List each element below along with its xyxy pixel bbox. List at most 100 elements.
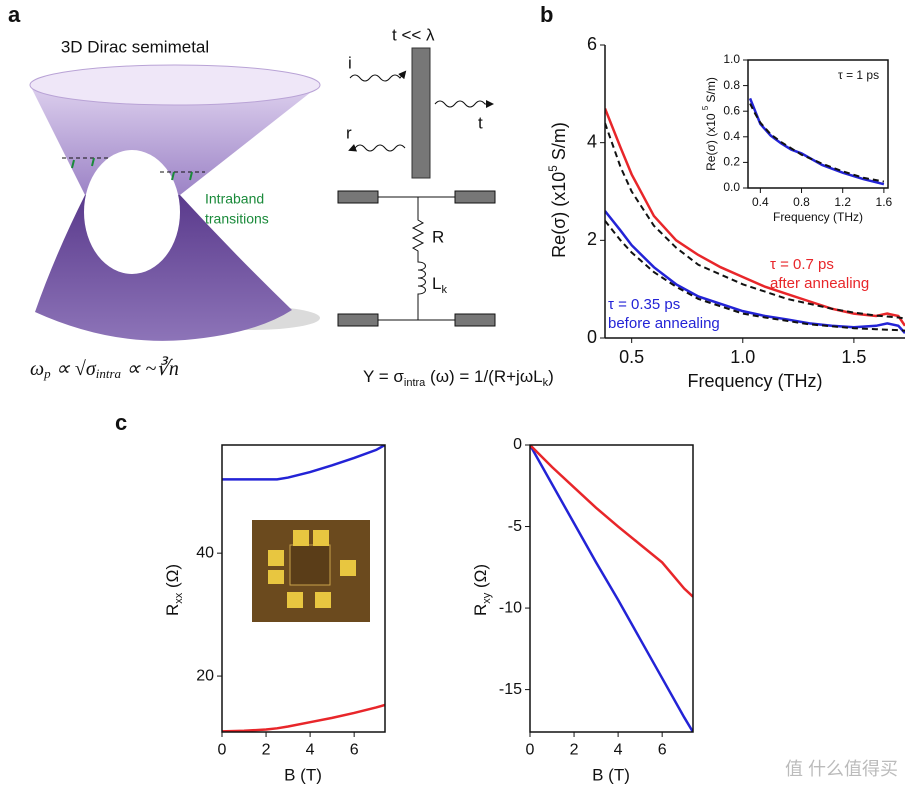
y-tick-label: 0 bbox=[513, 436, 522, 453]
y-tick-label: 0.4 bbox=[723, 129, 740, 143]
annotation: τ = 0.7 ps bbox=[770, 256, 834, 273]
x-tick-label: 0.8 bbox=[793, 195, 810, 209]
circuit-part: L bbox=[432, 274, 441, 293]
y-axis-label: Re(σ) (x105 S/m) bbox=[547, 122, 569, 258]
y-tick-label: 0.8 bbox=[723, 78, 740, 92]
x-tick-label: 1.0 bbox=[730, 347, 755, 367]
y-tick-label: 40 bbox=[196, 544, 214, 561]
x-tick-label: 1.2 bbox=[834, 195, 851, 209]
formula-sub: p bbox=[43, 366, 51, 381]
y-axis-label-part: Re(σ) (x10 bbox=[704, 110, 718, 171]
x-axis-label: B (T) bbox=[284, 765, 322, 784]
equation-part: ) bbox=[548, 367, 554, 386]
x-tick-label: 1.5 bbox=[841, 347, 866, 367]
annotation: τ = 1 ps bbox=[838, 68, 879, 82]
y-tick-label: 20 bbox=[196, 667, 214, 684]
formula-part: ∝ ~∛n bbox=[121, 356, 179, 380]
circuit-sub: k bbox=[441, 284, 447, 296]
y-tick-label: 6 bbox=[587, 34, 597, 54]
y-tick-label: -5 bbox=[508, 518, 522, 535]
y-axis-label: Re(σ) (x10 5 S/m) bbox=[701, 77, 718, 171]
data-line bbox=[748, 97, 885, 186]
x-tick-label: 2 bbox=[570, 742, 579, 759]
x-tick-label: 4 bbox=[614, 742, 623, 759]
axes-frame bbox=[529, 444, 694, 733]
formula-sub: intra bbox=[96, 366, 122, 381]
y-axis-label-part: R bbox=[163, 604, 182, 616]
data-line bbox=[530, 445, 693, 598]
y-tick-label: 0.6 bbox=[723, 103, 740, 117]
inset-background bbox=[700, 52, 900, 232]
y-axis-label-part: 5 bbox=[701, 105, 710, 110]
data-line bbox=[222, 703, 385, 732]
data-line bbox=[749, 103, 885, 183]
y-axis-label-part: (Ω) bbox=[471, 564, 490, 593]
y-axis-label-part: R bbox=[471, 604, 490, 616]
y-axis-label-part: xx bbox=[173, 592, 185, 604]
circuit-label: i bbox=[348, 53, 352, 72]
data-line bbox=[530, 445, 693, 732]
dirac-cone bbox=[29, 64, 321, 341]
equation-sub: intra bbox=[404, 377, 426, 389]
y-tick-label: -10 bbox=[499, 599, 522, 616]
y-axis-label-part: S/m) bbox=[704, 77, 718, 106]
formula-part: ω bbox=[30, 358, 44, 380]
y-tick-label: 0.0 bbox=[723, 180, 740, 194]
circuit-label: t bbox=[478, 113, 483, 132]
y-tick-label: 2 bbox=[587, 229, 597, 249]
circuit-label: R bbox=[432, 227, 444, 246]
y-tick-label: 0.2 bbox=[723, 155, 740, 169]
y-axis-label-part: S/m) bbox=[549, 122, 569, 165]
annotation: transitions bbox=[205, 211, 269, 227]
axes-frame bbox=[221, 444, 386, 733]
x-axis-label: Frequency (THz) bbox=[687, 371, 822, 391]
formula-part: ∝ √σ bbox=[51, 358, 97, 380]
x-axis-label: B (T) bbox=[592, 765, 630, 784]
data-line bbox=[605, 210, 905, 334]
y-tick-label: -15 bbox=[499, 681, 522, 698]
x-tick-label: 0.5 bbox=[619, 347, 644, 367]
x-tick-label: 1.6 bbox=[876, 195, 893, 209]
device-photo bbox=[252, 520, 370, 622]
y-axis-label: Rxy (Ω) bbox=[471, 564, 492, 616]
x-tick-label: 2 bbox=[262, 742, 271, 759]
circuit-label: t << λ bbox=[392, 25, 435, 44]
panel-label: b bbox=[540, 2, 553, 27]
panel-label: c bbox=[115, 410, 127, 435]
x-axis-label: Frequency (THz) bbox=[773, 210, 863, 224]
chart: 0 2 4 6 20 40 B (T) Rxx (Ω) bbox=[163, 444, 386, 784]
x-tick-label: 4 bbox=[306, 742, 315, 759]
equation-part: (ω) = 1/(R+jωL bbox=[425, 367, 542, 386]
circuit-label: Lk bbox=[432, 274, 447, 295]
equation: Y = σintra (ω) = 1/(R+jωLk) bbox=[363, 367, 554, 388]
annotation: τ = 0.35 ps bbox=[608, 296, 680, 313]
chart: 0.5 1.0 1.5 0 2 4 6 Frequency (THz) Re(σ) (x105 … bbox=[547, 34, 905, 391]
watermark: 值 什么值得买 bbox=[785, 759, 898, 779]
diagram-title: 3D Dirac semimetal bbox=[61, 37, 209, 56]
equation-part: Y = σ bbox=[363, 367, 404, 386]
x-tick-label: 0 bbox=[526, 742, 535, 759]
circuit bbox=[337, 47, 496, 327]
y-tick-label: 4 bbox=[587, 131, 597, 151]
x-tick-label: 6 bbox=[658, 742, 667, 759]
formula: ωp ∝ √σintra ∝ ~∛n bbox=[30, 356, 179, 381]
annotation: after annealing bbox=[770, 275, 869, 292]
y-tick-label: 1.0 bbox=[723, 52, 740, 66]
chart: 0.4 0.8 1.2 1.6 0.0 0.2 0.4 0.6 0.8 1.0 Frequency … bbox=[701, 52, 892, 224]
chart: 0 2 4 6 0 -5 -10 -15 B (T) Rxy (Ω) bbox=[471, 436, 694, 784]
annotation: Intraband bbox=[205, 191, 264, 207]
y-axis-label-part: (Ω) bbox=[163, 564, 182, 593]
x-tick-label: 0 bbox=[218, 742, 227, 759]
panel-label: a bbox=[8, 2, 21, 27]
data-line bbox=[605, 220, 905, 332]
x-tick-label: 6 bbox=[350, 742, 359, 759]
x-tick-label: 0.4 bbox=[752, 195, 769, 209]
data-line bbox=[605, 122, 905, 320]
y-axis-label-part: xy bbox=[481, 592, 493, 604]
y-axis-label-part: 5 bbox=[547, 165, 560, 172]
annotation: before annealing bbox=[608, 315, 720, 332]
y-axis-label-part: Re(σ) (x10 bbox=[549, 172, 569, 258]
y-axis-label: Rxx (Ω) bbox=[163, 564, 184, 616]
circuit-label: r bbox=[346, 123, 352, 142]
